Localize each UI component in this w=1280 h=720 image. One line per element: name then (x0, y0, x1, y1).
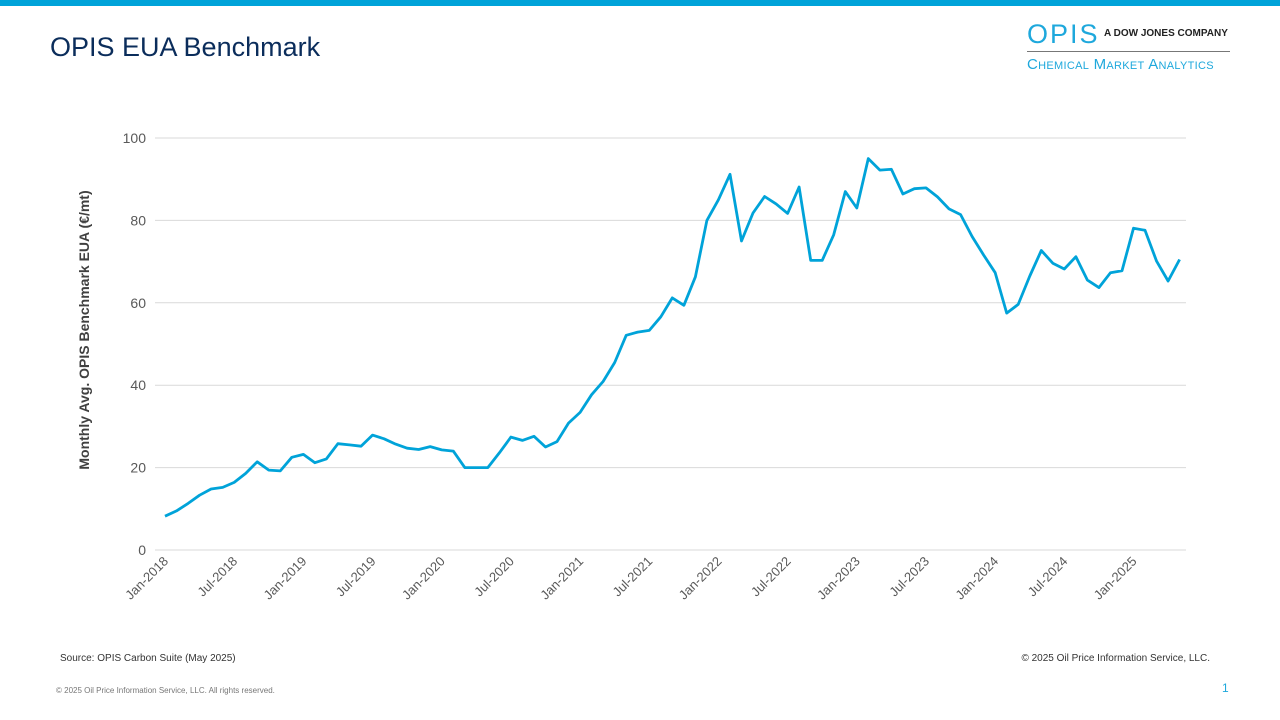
y-tick-label: 40 (130, 377, 146, 393)
x-tick-label: Jul-2020 (471, 554, 517, 600)
x-tick-label: Jan-2023 (814, 554, 863, 603)
y-axis-label: Monthly Avg. OPIS Benchmark EUA (€/mt) (76, 190, 92, 469)
x-tick-label: Jan-2024 (952, 554, 1001, 603)
y-tick-label: 20 (130, 460, 146, 476)
rights-note: © 2025 Oil Price Information Service, LL… (56, 686, 275, 695)
y-tick-label: 0 (138, 542, 146, 558)
y-tick-label: 100 (123, 130, 147, 146)
logo-brand: OPIS (1027, 19, 1100, 49)
copyright-note: © 2025 Oil Price Information Service, LL… (1021, 653, 1210, 664)
series-line-eua (164, 157, 1181, 518)
x-tick-label: Jul-2019 (333, 554, 379, 600)
x-tick-label: Jul-2021 (610, 554, 656, 600)
x-tick-label: Jan-2021 (537, 554, 586, 603)
source-note: Source: OPIS Carbon Suite (May 2025) (60, 653, 236, 664)
x-tick-label: Jul-2018 (194, 554, 240, 600)
y-tick-label: 80 (130, 212, 146, 228)
opis-logo: OPIS A DOW JONES COMPANY Chemical Market… (1027, 20, 1230, 73)
logo-divider (1027, 51, 1230, 52)
x-tick-label: Jul-2024 (1025, 554, 1071, 600)
x-tick-label: Jan-2019 (261, 554, 310, 603)
x-tick-label: Jul-2022 (748, 554, 794, 600)
x-tick-label: Jul-2023 (886, 554, 932, 600)
y-tick-label: 60 (130, 295, 146, 311)
page-title: OPIS EUA Benchmark (50, 32, 321, 62)
x-tick-label: Jan-2018 (122, 554, 171, 603)
x-tick-label: Jan-2022 (676, 554, 725, 603)
x-tick-label: Jan-2020 (399, 554, 448, 603)
x-tick-label: Jan-2025 (1091, 554, 1140, 603)
top-accent-bar (0, 0, 1280, 6)
logo-division: Chemical Market Analytics (1027, 56, 1214, 73)
page-number: 1 (1222, 681, 1229, 695)
logo-tagline: A DOW JONES COMPANY (1104, 28, 1228, 39)
